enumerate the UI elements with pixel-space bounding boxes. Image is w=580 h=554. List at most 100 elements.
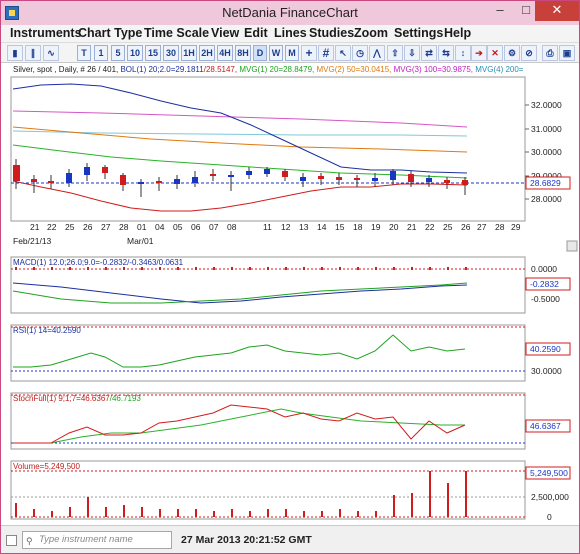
clock-icon[interactable]: ◷: [352, 45, 368, 61]
timeframe-8h-button[interactable]: 8H: [235, 45, 251, 61]
save-icon[interactable]: ▣: [559, 45, 575, 61]
candle-bear: [31, 179, 37, 182]
studies-icon[interactable]: ⋀: [369, 45, 385, 61]
fit-icon[interactable]: ↕: [455, 45, 471, 61]
volume-tick: 0: [547, 512, 552, 522]
volume-pane[interactable]: Volume=5,249,500 2,500,000: [10, 460, 571, 522]
timeframe-10m-button[interactable]: 10: [127, 45, 143, 61]
stoch-header-k: StochFull(1) 9;1;7=46.6367: [13, 394, 110, 403]
timeframe-tick-button[interactable]: T: [77, 45, 91, 61]
stoch-pane[interactable]: StochFull(1) 9;1;7=46.6367/46.7193 46.63…: [10, 392, 571, 450]
macd-pane[interactable]: MACD(1) 12.0;26.0;9.0=-0.2832/-0.3463/0.…: [10, 256, 571, 314]
settings-icon[interactable]: ⚙: [504, 45, 520, 61]
maximize-button[interactable]: □: [522, 2, 530, 17]
menu-help[interactable]: Help: [444, 26, 472, 40]
macd-signal-line: [12, 282, 468, 304]
timeframe-daily-button[interactable]: D: [253, 45, 267, 61]
svg-text:11: 11: [263, 222, 272, 232]
svg-text:25: 25: [443, 222, 453, 232]
price-header: Silver, spot , Daily, # 26 / 401, BOL(1)…: [13, 65, 524, 74]
menu-bar: Instruments Chart Type Time Scale View E…: [1, 25, 579, 43]
svg-text:07: 07: [209, 222, 219, 232]
menu-zoom[interactable]: Zoom: [354, 26, 389, 40]
scroll-right-icon[interactable]: ⇆: [438, 45, 454, 61]
close-button[interactable]: ✕: [535, 1, 579, 21]
menu-studies[interactable]: Studies: [309, 26, 355, 40]
timeframe-30m-button[interactable]: 30: [163, 45, 179, 61]
candle-bear: [13, 165, 20, 181]
svg-text:13: 13: [299, 222, 309, 232]
menu-time-scale[interactable]: Time Scale: [144, 26, 210, 40]
price-tick: 32.0000: [531, 100, 562, 110]
stoch-d-line: [13, 408, 465, 444]
menu-lines[interactable]: Lines: [274, 26, 307, 40]
timeframe-1m-button[interactable]: 1: [94, 45, 108, 61]
rsi-last-value: 40.2590: [530, 344, 561, 354]
timeframe-15m-button[interactable]: 15: [145, 45, 161, 61]
mvg20-line: [12, 144, 468, 179]
macd-line: [12, 282, 468, 304]
svg-text:28: 28: [495, 222, 505, 232]
timeframe-2h-button[interactable]: 2H: [199, 45, 215, 61]
volume-tick: 2,500,000: [531, 492, 569, 502]
svg-text:Feb/21/13: Feb/21/13: [13, 236, 52, 246]
svg-text:26: 26: [83, 222, 93, 232]
rsi-pane[interactable]: RSI(1) 14=40.2590 30.0000 40.2590: [10, 324, 571, 382]
candle-bull: [192, 177, 198, 183]
candle-bull: [426, 178, 432, 182]
crosshair-icon[interactable]: +: [301, 45, 317, 61]
candle-bear: [336, 177, 342, 180]
grid-icon[interactable]: #: [318, 45, 334, 61]
candle-bull: [228, 175, 234, 177]
volume-last-value: 5,249,500: [530, 468, 568, 478]
bar-chart-icon[interactable]: ∥: [25, 45, 41, 61]
delete-icon[interactable]: ✕: [487, 45, 503, 61]
price-pane[interactable]: Silver, spot , Daily, # 26 / 401, BOL(1)…: [10, 65, 578, 252]
stoch-header: StochFull(1) 9;1;7=46.6367/46.7193: [13, 394, 141, 403]
menu-edit[interactable]: Edit: [244, 26, 268, 40]
minimize-button[interactable]: –: [496, 2, 504, 17]
pointer-icon[interactable]: ↖: [335, 45, 351, 61]
instrument-search-input[interactable]: Type instrument name: [22, 531, 172, 549]
svg-text:08: 08: [227, 222, 237, 232]
timeframe-monthly-button[interactable]: M: [285, 45, 299, 61]
timeframe-1h-button[interactable]: 1H: [181, 45, 197, 61]
macd-tick: 0.0000: [531, 264, 557, 274]
scroll-left-icon[interactable]: ⇄: [421, 45, 437, 61]
candlestick-chart-icon[interactable]: ▮: [7, 45, 23, 61]
pane-resize-handle[interactable]: [566, 240, 578, 252]
svg-text:15: 15: [335, 222, 345, 232]
svg-text:19: 19: [371, 222, 381, 232]
draw-line-icon[interactable]: ➔: [471, 45, 487, 61]
macd-histogram: [15, 267, 467, 270]
timeframe-5m-button[interactable]: 5: [111, 45, 125, 61]
zoom-in-icon[interactable]: ⇧: [387, 45, 403, 61]
macd-tick: -0.5000: [531, 294, 560, 304]
svg-text:04: 04: [155, 222, 165, 232]
search-icon: ⚲: [26, 536, 33, 546]
menu-view[interactable]: View: [211, 26, 240, 40]
menu-settings[interactable]: Settings: [394, 26, 444, 40]
menu-instruments[interactable]: Instruments: [10, 26, 82, 40]
rsi-tick: 30.0000: [531, 366, 562, 376]
timeframe-4h-button[interactable]: 4H: [217, 45, 233, 61]
candle-bull: [300, 177, 306, 181]
status-indicator-icon: [6, 535, 17, 546]
zoom-out-icon[interactable]: ⇩: [404, 45, 420, 61]
price-header-instrument: Silver, spot , Daily, # 26 / 401,: [13, 65, 120, 74]
title-bar: NetDania FinanceChart – □ ✕: [1, 1, 579, 25]
price-header-mvg200: MVG(4) 200=: [475, 65, 524, 74]
date-axis: 21 22 25 26 27 28 01 04 05 06 07 08 11 1…: [13, 222, 521, 246]
chart-area[interactable]: Silver, spot , Daily, # 26 / 401, BOL(1)…: [1, 63, 579, 523]
line-chart-icon[interactable]: ∿: [43, 45, 59, 61]
timeframe-weekly-button[interactable]: W: [269, 45, 283, 61]
candle-bull: [390, 171, 396, 180]
candle-bear: [318, 176, 324, 179]
print-icon[interactable]: ⎙: [542, 45, 558, 61]
menu-chart-type[interactable]: Chart Type: [78, 26, 143, 40]
svg-text:22: 22: [425, 222, 435, 232]
delete-all-icon[interactable]: ⊘: [521, 45, 537, 61]
candle-bull: [138, 182, 144, 184]
candle-bear: [444, 180, 450, 183]
svg-text:18: 18: [353, 222, 363, 232]
